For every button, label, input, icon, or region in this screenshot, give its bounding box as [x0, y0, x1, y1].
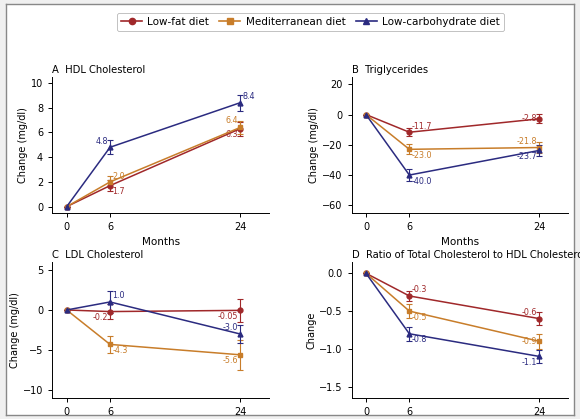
Y-axis label: Change (mg/dl): Change (mg/dl): [309, 107, 319, 183]
Text: -11.7: -11.7: [412, 122, 432, 131]
Text: 6.4: 6.4: [226, 116, 238, 125]
X-axis label: Months: Months: [441, 238, 479, 248]
Text: 6.3: 6.3: [226, 130, 238, 139]
Text: -0.3: -0.3: [412, 285, 427, 295]
Text: -1.1: -1.1: [522, 358, 537, 367]
Text: A  HDL Cholesterol: A HDL Cholesterol: [52, 65, 146, 75]
Text: 1.0: 1.0: [112, 291, 125, 300]
Text: -0.2: -0.2: [92, 313, 108, 322]
Text: 8.4: 8.4: [242, 93, 255, 101]
Text: 4.8: 4.8: [95, 137, 108, 146]
Text: 2.0: 2.0: [112, 172, 125, 181]
Text: -5.6: -5.6: [223, 357, 238, 365]
Y-axis label: Change (mg/dl): Change (mg/dl): [18, 107, 28, 183]
Text: -0.05: -0.05: [218, 312, 238, 321]
X-axis label: Months: Months: [142, 238, 180, 248]
Y-axis label: Change (mg/dl): Change (mg/dl): [10, 292, 20, 368]
Text: -4.3: -4.3: [112, 346, 128, 355]
Text: -0.9: -0.9: [522, 337, 537, 346]
Text: -40.0: -40.0: [412, 176, 432, 186]
Text: -2.8: -2.8: [522, 114, 537, 123]
Text: D  Ratio of Total Cholesterol to HDL Cholesterol: D Ratio of Total Cholesterol to HDL Chol…: [351, 250, 580, 260]
Text: 1.7: 1.7: [112, 187, 125, 196]
Y-axis label: Change: Change: [306, 311, 316, 349]
Text: C  LDL Cholesterol: C LDL Cholesterol: [52, 250, 143, 260]
Legend: Low-fat diet, Mediterranean diet, Low-carbohydrate diet: Low-fat diet, Mediterranean diet, Low-ca…: [117, 13, 503, 31]
Text: -0.8: -0.8: [412, 335, 427, 344]
Text: -0.5: -0.5: [412, 313, 427, 322]
Text: -0.6: -0.6: [522, 308, 537, 317]
Text: -21.8: -21.8: [517, 137, 537, 146]
Text: -23.7: -23.7: [517, 152, 537, 161]
Text: -23.0: -23.0: [412, 151, 432, 160]
Text: -3.0: -3.0: [223, 323, 238, 332]
Text: B  Triglycerides: B Triglycerides: [351, 65, 427, 75]
